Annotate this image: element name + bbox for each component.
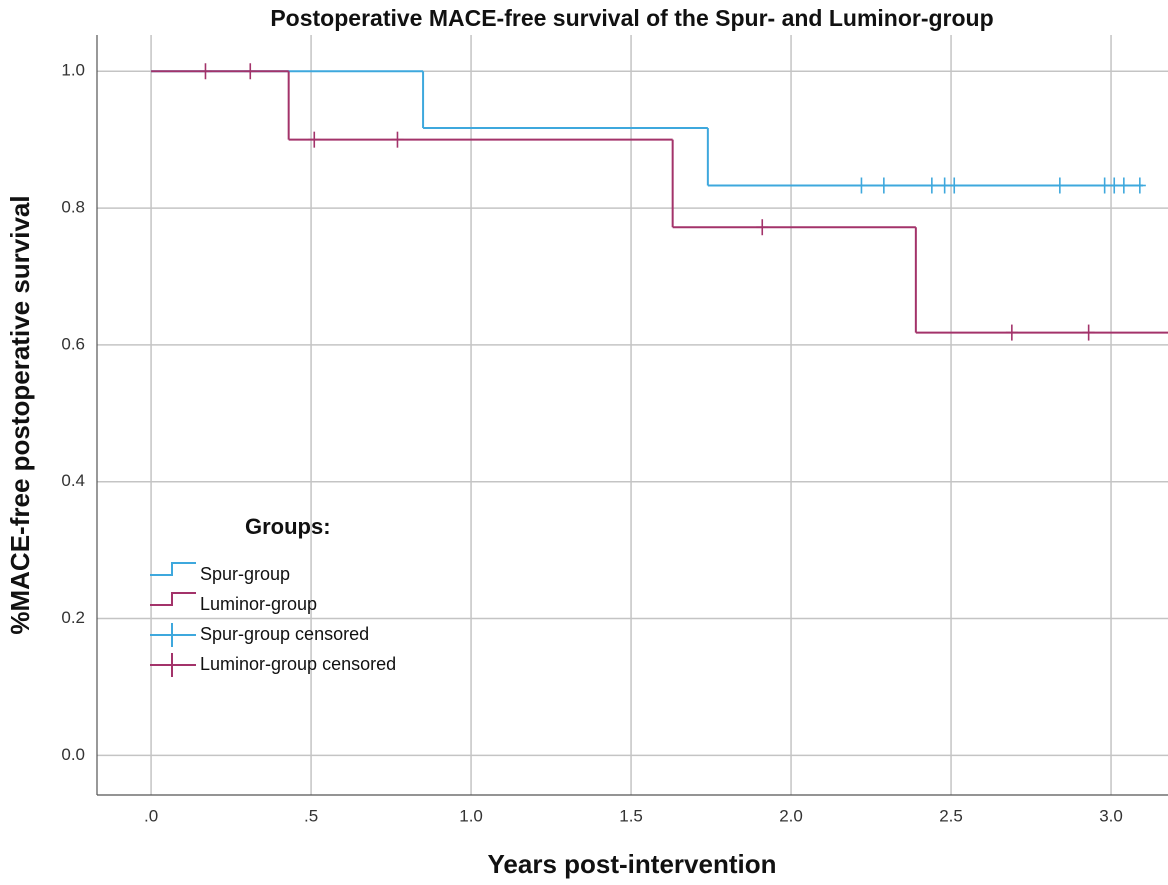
legend-title: Groups: <box>245 514 331 539</box>
legend-label: Spur-group <box>200 564 290 584</box>
chart-title: Postoperative MACE-free survival of the … <box>270 5 993 31</box>
legend-swatch <box>150 592 196 606</box>
censor-mark <box>244 63 257 80</box>
censor-mark <box>1133 177 1146 194</box>
x-tick-label: 2.5 <box>939 806 963 825</box>
legend-label: Luminor-group <box>200 594 317 614</box>
censor-marks <box>199 63 1095 341</box>
y-tick-label: 0.6 <box>61 334 85 353</box>
censor-mark <box>1005 324 1018 341</box>
legend-item: Luminor-group <box>150 592 317 614</box>
censor-mark <box>391 131 404 148</box>
legend-item: Luminor-group censored <box>150 653 396 677</box>
censor-mark <box>948 177 961 194</box>
y-axis-label: %MACE-free postoperative survival <box>5 195 35 634</box>
censor-mark <box>308 131 321 148</box>
censor-mark <box>756 219 769 236</box>
x-tick-label: 1.0 <box>459 806 483 825</box>
y-tick-label: 0.4 <box>61 471 85 490</box>
x-axis-label: Years post-intervention <box>488 849 777 879</box>
censor-mark <box>1082 324 1095 341</box>
y-tick-label: 0.8 <box>61 198 85 217</box>
legend-item: Spur-group censored <box>150 623 369 647</box>
censor-mark <box>855 177 868 194</box>
censor-mark <box>1117 177 1130 194</box>
legend-swatch <box>150 562 196 576</box>
survival-curve <box>151 70 1168 334</box>
censor-mark <box>1053 177 1066 194</box>
y-tick-label: 0.0 <box>61 745 85 764</box>
legend-label: Spur-group censored <box>200 624 369 644</box>
legend-label: Luminor-group censored <box>200 654 396 674</box>
censor-mark <box>199 63 212 80</box>
x-tick-label: 2.0 <box>779 806 803 825</box>
y-tick-label: 0.2 <box>61 608 85 627</box>
censor-mark <box>925 177 938 194</box>
x-tick-label: .0 <box>144 806 158 825</box>
survival-curve <box>151 70 1144 187</box>
x-tick-label: .5 <box>304 806 318 825</box>
y-tick-label: 1.0 <box>61 61 85 80</box>
x-tick-label: 3.0 <box>1099 806 1123 825</box>
x-tick-label: 1.5 <box>619 806 643 825</box>
legend-item: Spur-group <box>150 562 290 584</box>
censor-mark <box>877 177 890 194</box>
censor-marks <box>855 177 1146 194</box>
